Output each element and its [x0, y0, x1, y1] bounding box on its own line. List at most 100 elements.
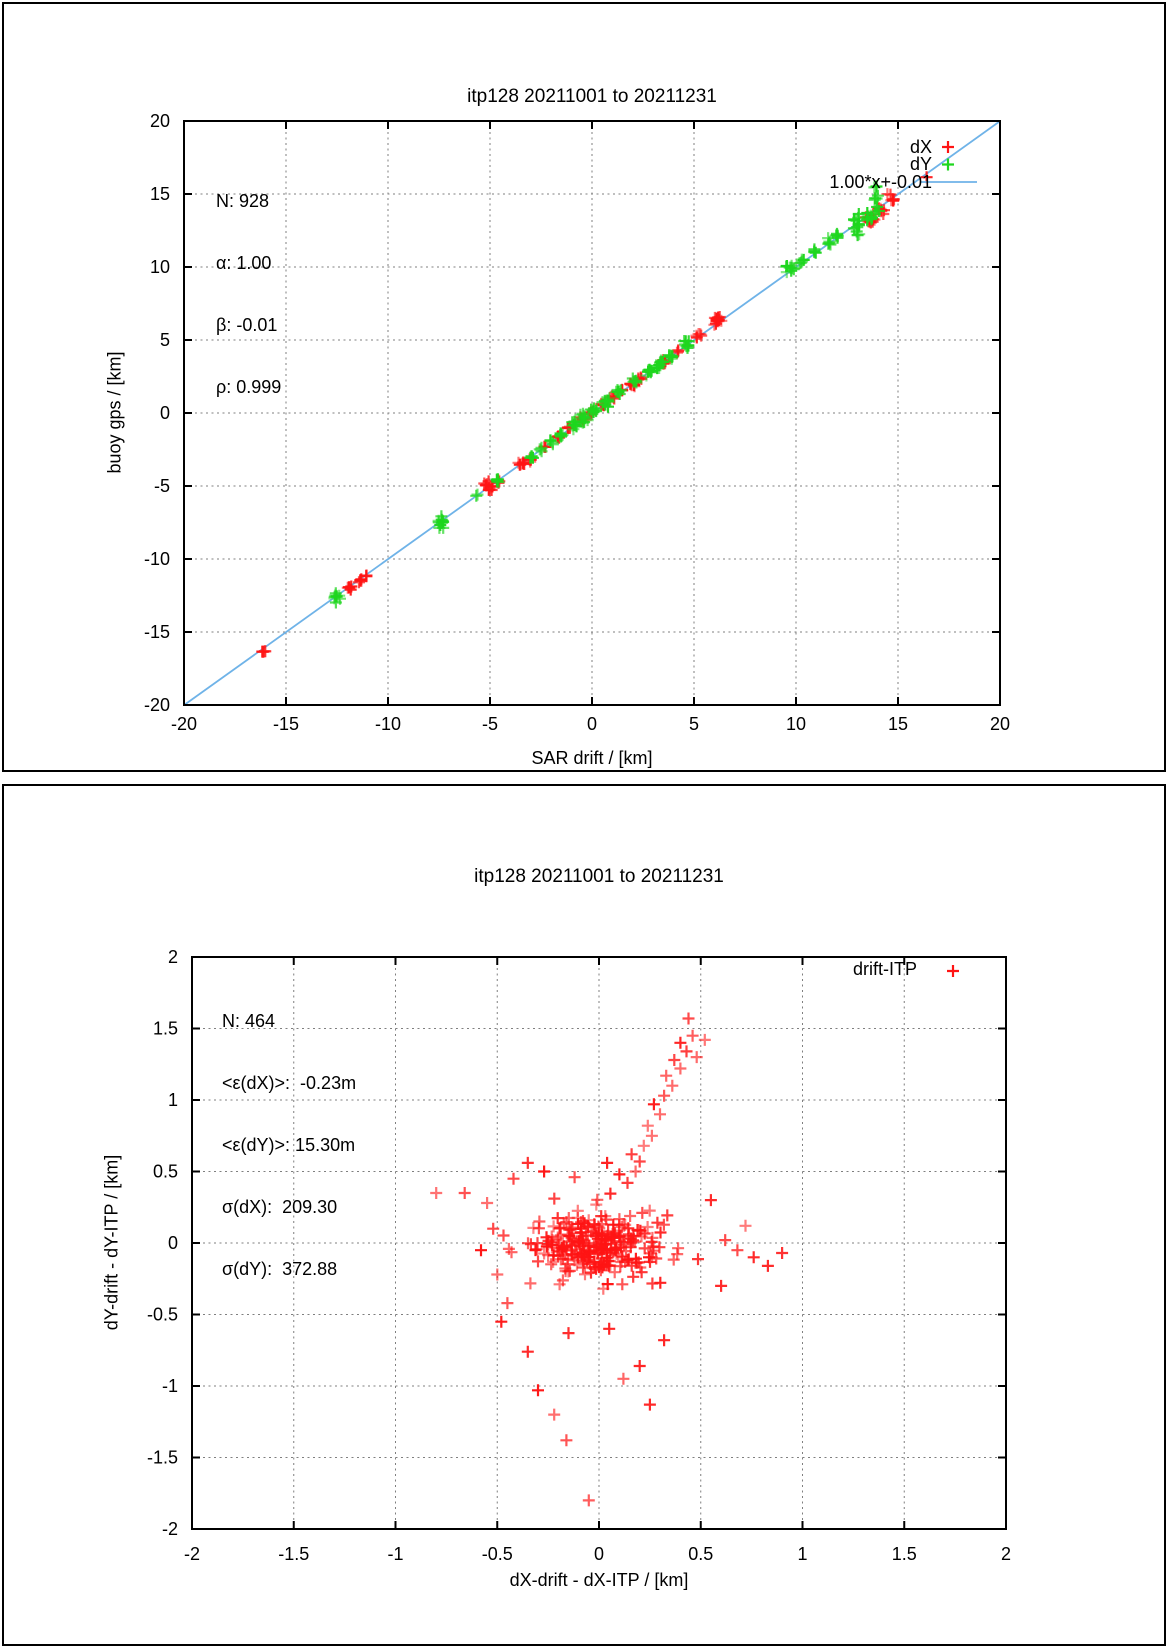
data-point [690, 329, 703, 342]
data-point [607, 1218, 620, 1231]
data-point [641, 1119, 654, 1132]
data-point [583, 1247, 596, 1260]
data-point [620, 1245, 632, 1258]
data-point [633, 1155, 646, 1168]
data-point [602, 1259, 615, 1272]
data-point [674, 1036, 687, 1049]
chart2-stat-n: N: 464 [222, 1011, 276, 1031]
chart2-stats: N: 464 <ε(dX)>: -0.23m <ε(dY)>: 15.30m σ… [222, 972, 356, 1318]
data-point [554, 1253, 567, 1266]
data-point [548, 1192, 561, 1205]
data-point [556, 1274, 569, 1287]
data-point [575, 1216, 588, 1229]
data-point [668, 1054, 681, 1066]
data-point [568, 1171, 581, 1184]
y-tick-label: 0 [168, 1233, 178, 1253]
data-point [638, 1242, 651, 1255]
y-tick-label: -0.5 [147, 1305, 178, 1325]
chart1-title: itp128 20211001 to 20211231 [467, 86, 717, 107]
data-point [566, 1221, 579, 1234]
chart2-stat-edx: <ε(dX)>: -0.23m [222, 1073, 357, 1093]
y-tick-label: -2 [162, 1519, 178, 1539]
data-point [551, 1231, 564, 1244]
axis-ticks [191, 956, 1007, 1530]
data-point [491, 1268, 504, 1281]
chart1-legend-dY: dY [909, 154, 932, 174]
data-point [525, 450, 538, 463]
data-point [646, 1277, 659, 1290]
data-point [598, 1232, 610, 1245]
data-point [590, 1198, 603, 1211]
data-point [603, 1322, 616, 1335]
data-point [704, 1194, 717, 1207]
y-tick-label: 0 [160, 403, 170, 423]
x-tick-label: -0.5 [482, 1544, 513, 1564]
data-point [616, 1278, 629, 1291]
data-point [608, 1266, 621, 1279]
data-point [831, 229, 844, 242]
data-point [585, 1266, 597, 1279]
data-point [613, 1224, 626, 1237]
data-point [538, 1247, 551, 1260]
data-point [560, 1434, 573, 1447]
series-drift-ITP [430, 1012, 789, 1507]
data-point [547, 1249, 560, 1262]
data-point [739, 1219, 752, 1232]
data-point [681, 341, 694, 354]
chart2-stat-sdx: σ(dX): 209.30 [222, 1197, 338, 1217]
data-point [653, 359, 666, 372]
data-point [458, 1187, 471, 1199]
data-point [612, 1249, 625, 1262]
data-point [601, 1243, 613, 1256]
data-point [614, 1260, 627, 1273]
data-point [617, 1372, 630, 1385]
chart2-title: itp128 20211001 to 20211231 [474, 866, 724, 887]
data-point [613, 1168, 626, 1181]
chart1-stat-beta: β: -0.01 [216, 315, 278, 335]
chart2-y-axis-label: dY-drift - dY-ITP / [km] [101, 1154, 122, 1331]
data-point [551, 1212, 564, 1225]
data-point [535, 445, 548, 458]
data-point [627, 1270, 640, 1283]
data-point [661, 1209, 674, 1222]
data-point [627, 1234, 640, 1247]
data-point [626, 372, 639, 385]
data-point [556, 429, 568, 442]
x-tick-label: -1 [387, 1544, 403, 1564]
data-point [617, 1218, 630, 1231]
data-point [635, 1266, 648, 1279]
data-point [643, 1398, 656, 1411]
data-point [641, 1221, 654, 1233]
chart1-x-axis-label: SAR drift / [km] [531, 748, 653, 768]
data-point [533, 1215, 546, 1228]
data-point [497, 1229, 510, 1242]
data-point [868, 208, 881, 220]
y-tick-label: -20 [144, 695, 170, 715]
data-point [711, 314, 724, 327]
chart2-stat-edy: <ε(dY)>: 15.30m [222, 1135, 356, 1155]
data-point [512, 456, 525, 469]
data-point [585, 403, 598, 416]
data-point [491, 475, 504, 488]
data-point [582, 1494, 595, 1507]
y-tick-label: -10 [144, 549, 170, 569]
data-point [524, 1277, 537, 1290]
data-point [654, 1226, 667, 1239]
data-point [719, 1234, 732, 1247]
data-point [666, 350, 679, 363]
y-tick-label: 1 [168, 1090, 178, 1110]
data-point [780, 260, 793, 272]
chart1-y-axis-label: buoy gps / [km] [104, 351, 125, 474]
y-tick-label: 2 [168, 947, 178, 967]
legend-marker-drift-ITP [947, 965, 959, 977]
data-point [637, 1139, 650, 1152]
chart1-stat-alpha: α: 1.00 [216, 253, 272, 273]
chart-2: -2 -1.5 -1 -0.5 0 0.5 1 1.5 2 -2 -1.5 -1 -0.5 0 0.5 1 1.… [147, 947, 1011, 1564]
data-point [435, 516, 448, 529]
x-tick-label: 10 [786, 714, 806, 734]
data-point [532, 1384, 544, 1397]
data-point [471, 488, 484, 501]
data-point [589, 1237, 602, 1249]
data-point [871, 201, 884, 213]
